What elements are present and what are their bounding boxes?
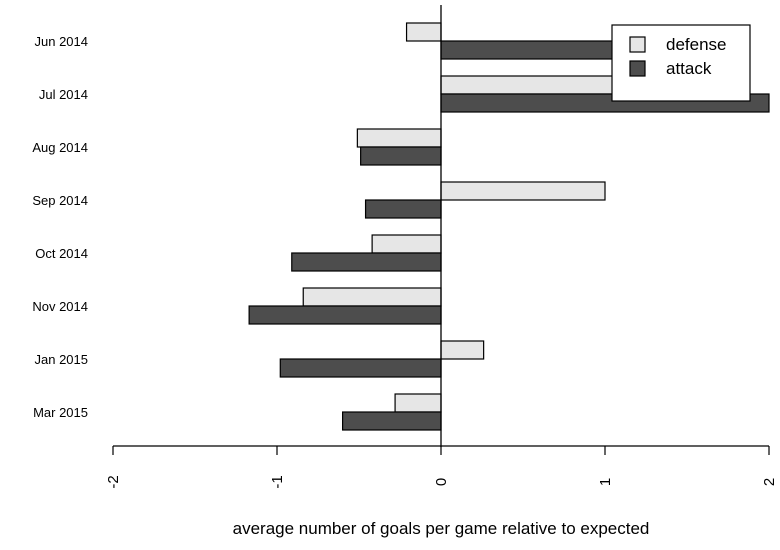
legend-label-defense: defense [666, 35, 727, 54]
legend-swatch-defense [629, 36, 646, 53]
x-tick-label: 2 [761, 478, 778, 486]
bar-defense-0 [405, 22, 442, 42]
bar-defense-3 [440, 181, 606, 201]
x-tick-label: -2 [105, 475, 122, 488]
x-axis-title: average number of goals per game relativ… [233, 519, 650, 538]
bar-attack-6 [279, 358, 442, 378]
legend-label-attack: attack [666, 59, 712, 78]
category-labels: Jun 2014 Jul 2014 Aug 2014 Sep 2014 Oct 2014… [32, 34, 88, 420]
x-tick-label: -1 [269, 475, 286, 488]
bar-defense-6 [440, 340, 485, 360]
category-label: Aug 2014 [32, 140, 88, 155]
bar-attack-0 [440, 40, 624, 60]
category-label: Mar 2015 [33, 405, 88, 420]
bar-attack-7 [342, 411, 442, 431]
bar-attack-2 [360, 146, 442, 166]
x-tick-label: 0 [433, 478, 450, 486]
bar-defense-4 [371, 234, 442, 254]
bar-attack-5 [248, 305, 442, 325]
category-label: Nov 2014 [32, 299, 88, 314]
bar-attack-3 [364, 199, 442, 219]
bar-defense-7 [394, 393, 442, 413]
category-label: Jul 2014 [39, 87, 88, 102]
bar-defense-5 [302, 287, 442, 307]
x-tick-label: 1 [597, 478, 614, 486]
category-label: Jun 2014 [35, 34, 89, 49]
category-label: Oct 2014 [35, 246, 88, 261]
legend-swatch-attack [629, 60, 646, 77]
legend: defense attack [611, 24, 751, 102]
category-label: Jan 2015 [35, 352, 89, 367]
category-label: Sep 2014 [32, 193, 88, 208]
bar-attack-4 [291, 252, 442, 272]
x-axis: -2 -1 0 1 2 [105, 445, 778, 489]
bar-defense-2 [356, 128, 442, 148]
